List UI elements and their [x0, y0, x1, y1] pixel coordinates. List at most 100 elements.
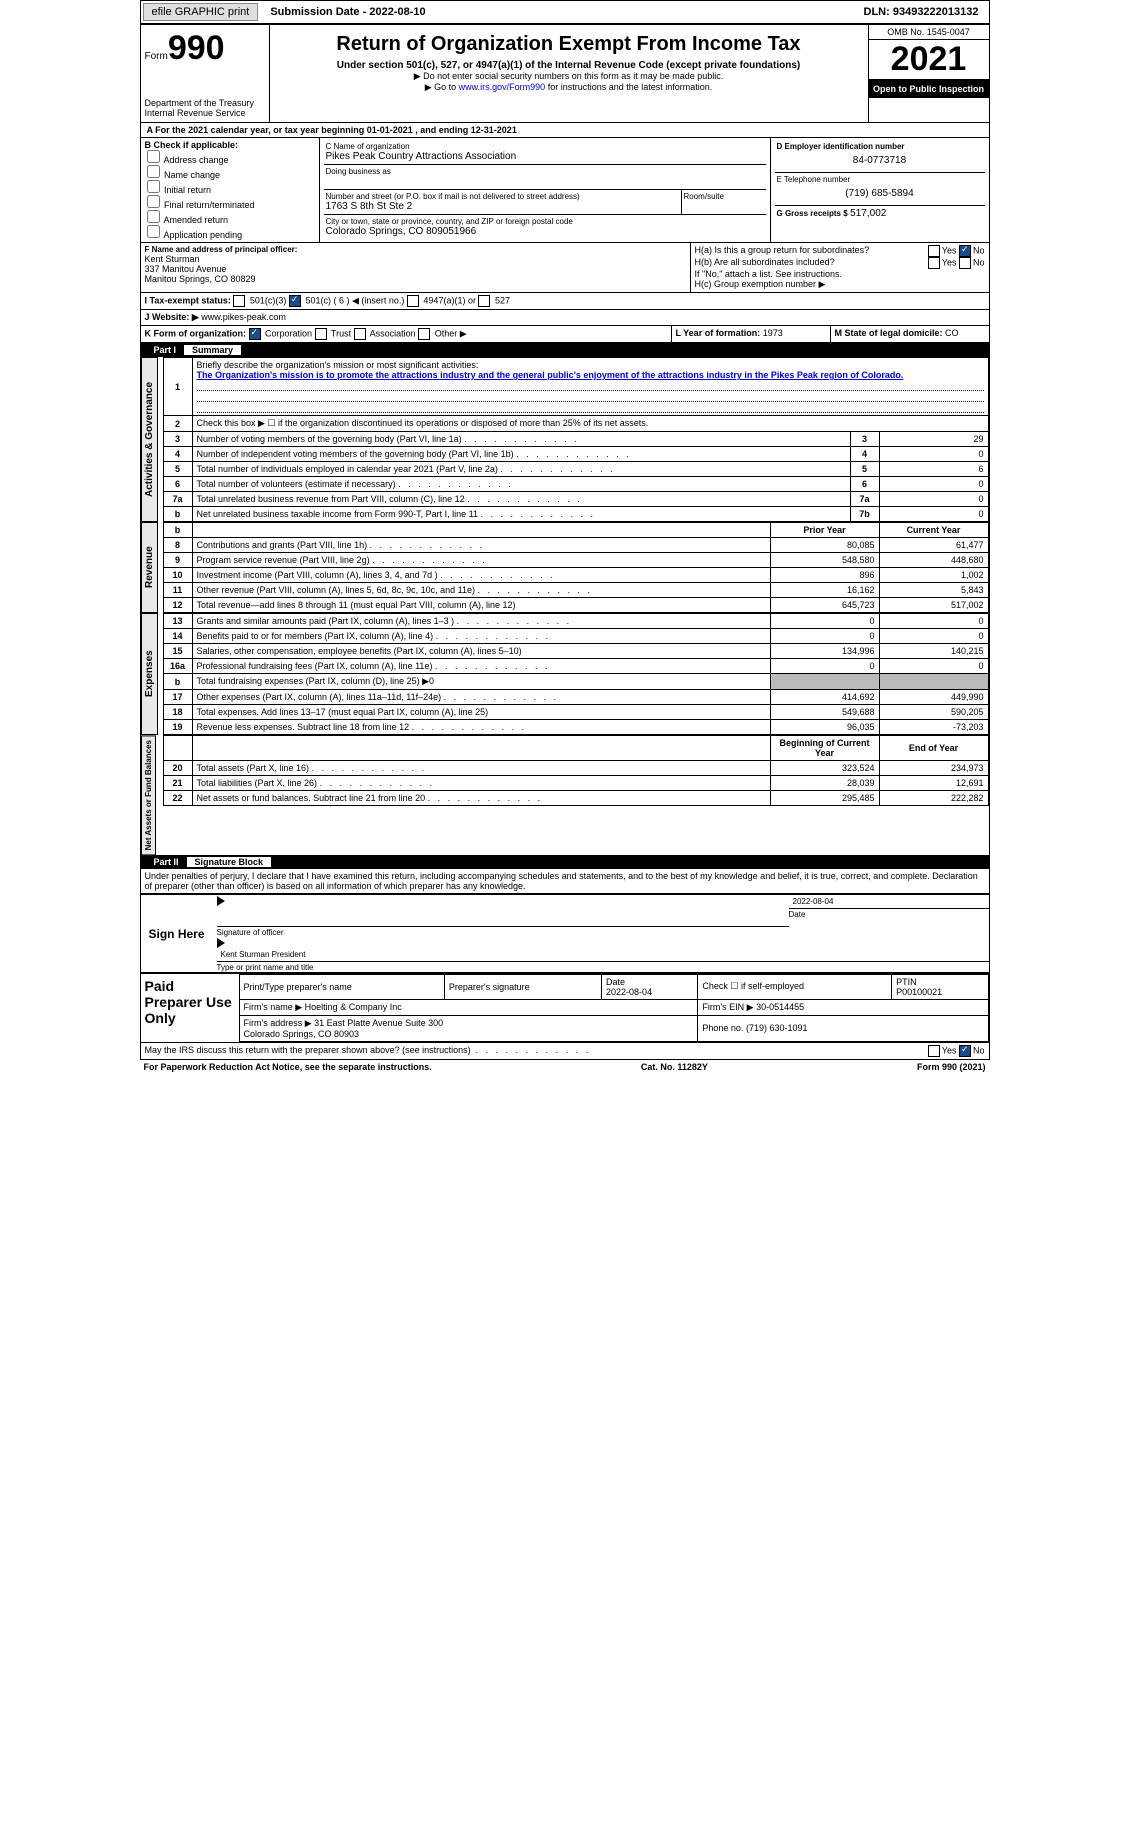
- section-k: K Form of organization: Corporation Trus…: [141, 326, 672, 342]
- summary-expenses: 13Grants and similar amounts paid (Part …: [163, 613, 989, 735]
- calendar-year: A For the 2021 calendar year, or tax yea…: [141, 123, 523, 137]
- efile-print-button[interactable]: efile GRAPHIC print: [143, 3, 259, 21]
- discuss-question: May the IRS discuss this return with the…: [140, 1043, 990, 1060]
- form-subtitle: Under section 501(c), 527, or 4947(a)(1)…: [274, 60, 864, 71]
- section-l: L Year of formation: 1973: [672, 326, 831, 342]
- form-label: Form: [145, 51, 168, 62]
- officer-addr1: 337 Manitou Avenue: [145, 264, 686, 274]
- sign-here: Sign Here Signature of officer 2022-08-0…: [140, 894, 990, 972]
- form-title: Return of Organization Exempt From Incom…: [274, 33, 864, 56]
- declaration: Under penalties of perjury, I declare th…: [140, 869, 990, 894]
- form-note2: ▶ Go to www.irs.gov/Form990 for instruct…: [274, 82, 864, 93]
- table-row: 6Total number of volunteers (estimate if…: [163, 477, 988, 492]
- section-j: J Website: ▶ www.pikes-peak.com: [141, 310, 989, 325]
- table-row: 7aTotal unrelated business revenue from …: [163, 492, 988, 507]
- vtab-governance: Activities & Governance: [141, 357, 158, 522]
- firm-name: Hoelting & Company Inc: [305, 1002, 402, 1012]
- dept-label: Department of the Treasury Internal Reve…: [145, 98, 265, 118]
- section-c: C Name of organizationPikes Peak Country…: [320, 138, 771, 242]
- prep-date: 2022-08-04: [606, 987, 652, 997]
- discuss-no[interactable]: [959, 1045, 971, 1057]
- arrow-icon: [217, 896, 225, 906]
- form-other[interactable]: [418, 328, 430, 340]
- table-row: 12Total revenue—add lines 8 through 11 (…: [163, 598, 988, 613]
- table-row: 4Number of independent voting members of…: [163, 447, 988, 462]
- arrow-icon: [217, 938, 225, 948]
- check-name-change[interactable]: Name change: [145, 165, 315, 180]
- form-corp[interactable]: [249, 328, 261, 340]
- status-4947[interactable]: [407, 295, 419, 307]
- table-row: bNet unrelated business taxable income f…: [163, 507, 988, 522]
- status-501c3[interactable]: [233, 295, 245, 307]
- part1-header: Part ISummary: [140, 343, 990, 357]
- omb-number: OMB No. 1545-0047: [869, 25, 989, 40]
- table-row: 17Other expenses (Part IX, column (A), l…: [163, 690, 988, 705]
- firm-phone: (719) 630-1091: [746, 1023, 808, 1033]
- vtab-netassets: Net Assets or Fund Balances: [141, 735, 156, 855]
- section-b: B Check if applicable: Address change Na…: [141, 138, 320, 242]
- table-row: 5Total number of individuals employed in…: [163, 462, 988, 477]
- table-row: 8Contributions and grants (Part VIII, li…: [163, 538, 988, 553]
- summary-netassets: Beginning of Current YearEnd of Year 20T…: [163, 735, 989, 806]
- form-header: Form990 Department of the Treasury Inter…: [140, 24, 990, 123]
- check-initial-return[interactable]: Initial return: [145, 180, 315, 195]
- public-inspection: Open to Public Inspection: [869, 80, 989, 98]
- check-amended-return[interactable]: Amended return: [145, 210, 315, 225]
- mission-text: The Organization's mission is to promote…: [197, 370, 904, 380]
- form-trust[interactable]: [315, 328, 327, 340]
- table-row: 19Revenue less expenses. Subtract line 1…: [163, 720, 988, 735]
- table-row: 14Benefits paid to or for members (Part …: [163, 629, 988, 644]
- summary-revenue: bPrior YearCurrent Year 8Contributions a…: [163, 522, 989, 613]
- check-application-pending[interactable]: Application pending: [145, 225, 315, 240]
- tax-year: 2021: [869, 40, 989, 80]
- check-final-return[interactable]: Final return/terminated: [145, 195, 315, 210]
- vtab-expenses: Expenses: [141, 613, 158, 735]
- hb-yes[interactable]: [928, 257, 940, 269]
- officer-addr2: Manitou Springs, CO 80829: [145, 274, 686, 284]
- summary-governance: 1Briefly describe the organization's mis…: [163, 357, 989, 522]
- status-501c[interactable]: [289, 295, 301, 307]
- form-note1: ▶ Do not enter social security numbers o…: [274, 71, 864, 82]
- officer-print-name: Kent Sturman President: [217, 948, 989, 962]
- table-row: 16aProfessional fundraising fees (Part I…: [163, 659, 988, 674]
- table-row: 18Total expenses. Add lines 13–17 (must …: [163, 705, 988, 720]
- ha-yes[interactable]: [928, 245, 940, 257]
- top-bar: efile GRAPHIC print Submission Date - 20…: [140, 0, 990, 24]
- form-assoc[interactable]: [354, 328, 366, 340]
- table-row: 9Program service revenue (Part VIII, lin…: [163, 553, 988, 568]
- irs-link[interactable]: www.irs.gov/Form990: [459, 82, 546, 92]
- org-name: Pikes Peak Country Attractions Associati…: [326, 151, 764, 162]
- firm-addr2: Colorado Springs, CO 80903: [244, 1029, 360, 1039]
- ptin: P00100021: [896, 987, 942, 997]
- city-state-zip: Colorado Springs, CO 809051966: [326, 226, 764, 237]
- ein: 84-0773718: [777, 151, 983, 170]
- gross-receipts: 517,002: [850, 208, 886, 219]
- table-row: 15Salaries, other compensation, employee…: [163, 644, 988, 659]
- telephone: (719) 685-5894: [777, 184, 983, 203]
- table-row: bTotal fundraising expenses (Part IX, co…: [163, 674, 988, 690]
- form-number: 990: [168, 29, 225, 67]
- street-address: 1763 S 8th St Ste 2: [326, 201, 679, 212]
- firm-addr1: 31 East Platte Avenue Suite 300: [314, 1018, 443, 1028]
- section-i: I Tax-exempt status: 501(c)(3) 501(c) ( …: [141, 293, 989, 309]
- submission-date: Submission Date - 2022-08-10: [260, 4, 435, 20]
- check-address-change[interactable]: Address change: [145, 150, 315, 165]
- part2-header: Part IISignature Block: [140, 855, 990, 869]
- website: www.pikes-peak.com: [201, 312, 286, 322]
- paid-preparer: Paid Preparer Use Only Print/Type prepar…: [140, 973, 990, 1043]
- status-527[interactable]: [478, 295, 490, 307]
- discuss-yes[interactable]: [928, 1045, 940, 1057]
- table-row: 21Total liabilities (Part X, line 26)28,…: [163, 776, 988, 791]
- sign-date: 2022-08-04: [789, 895, 989, 909]
- table-row: 22Net assets or fund balances. Subtract …: [163, 791, 988, 806]
- table-row: 13Grants and similar amounts paid (Part …: [163, 614, 988, 629]
- firm-ein: 30-0514455: [756, 1002, 804, 1012]
- dln: DLN: 93493222013132: [854, 4, 989, 20]
- page-footer: For Paperwork Reduction Act Notice, see …: [140, 1060, 990, 1074]
- officer-name: Kent Sturman: [145, 254, 686, 264]
- section-m: M State of legal domicile: CO: [831, 326, 989, 342]
- section-f: F Name and address of principal officer:…: [141, 243, 691, 292]
- table-row: 11Other revenue (Part VIII, column (A), …: [163, 583, 988, 598]
- hb-no[interactable]: [959, 257, 971, 269]
- ha-no[interactable]: [959, 245, 971, 257]
